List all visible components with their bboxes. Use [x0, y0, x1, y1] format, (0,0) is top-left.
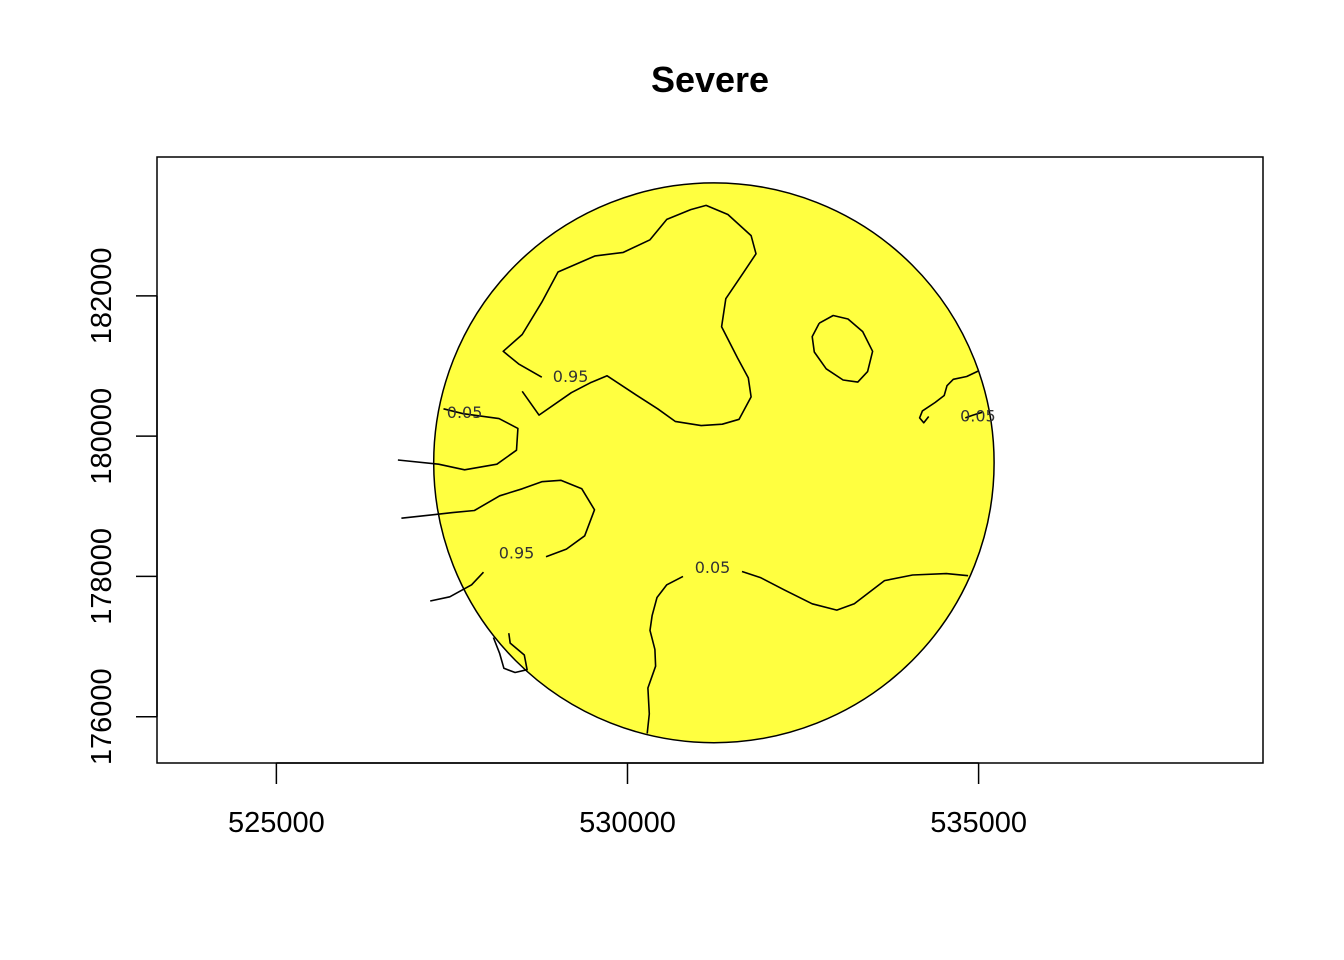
x-tick-label-1: 525000 [228, 807, 325, 839]
y-axis: 176000 178000 180000 182000 [86, 248, 158, 765]
contour-label-layer: 0.95 0.05 0.05 0.95 0.05 [447, 367, 996, 577]
prediction-region [432, 182, 995, 744]
contour-line-0.05-9 [965, 411, 983, 419]
contour-line-0.05-10 [492, 633, 528, 674]
contour-line-0.05-8 [918, 370, 979, 424]
region-layer [432, 182, 995, 744]
contour-label-3: 0.05 [960, 407, 996, 426]
contour-line-0.05-5 [646, 575, 684, 734]
contour-line-0.05-7 [811, 314, 874, 383]
contour-line-0.95-3 [401, 479, 596, 558]
contour-line-0.05-2 [397, 408, 519, 471]
x-tick-label-2: 530000 [579, 807, 676, 839]
chart-title: Severe [651, 59, 769, 100]
x-axis: 525000 530000 535000 [228, 762, 1027, 839]
contour-label-5: 0.05 [695, 558, 731, 577]
contour-line-0.05-6 [741, 570, 969, 611]
y-tick-label-1: 176000 [86, 668, 118, 765]
y-tick-label-2: 178000 [86, 528, 118, 625]
y-tick-label-4: 182000 [86, 248, 118, 345]
contour-label-2: 0.05 [447, 403, 483, 422]
y-tick-label-3: 180000 [86, 388, 118, 485]
contour-line-0.95-4 [430, 571, 485, 602]
contour-line-0.95-1 [502, 204, 757, 427]
contour-label-4: 0.95 [499, 543, 535, 562]
contour-label-1: 0.95 [553, 367, 589, 386]
contour-layer [397, 204, 983, 734]
x-tick-label-3: 535000 [930, 807, 1027, 839]
